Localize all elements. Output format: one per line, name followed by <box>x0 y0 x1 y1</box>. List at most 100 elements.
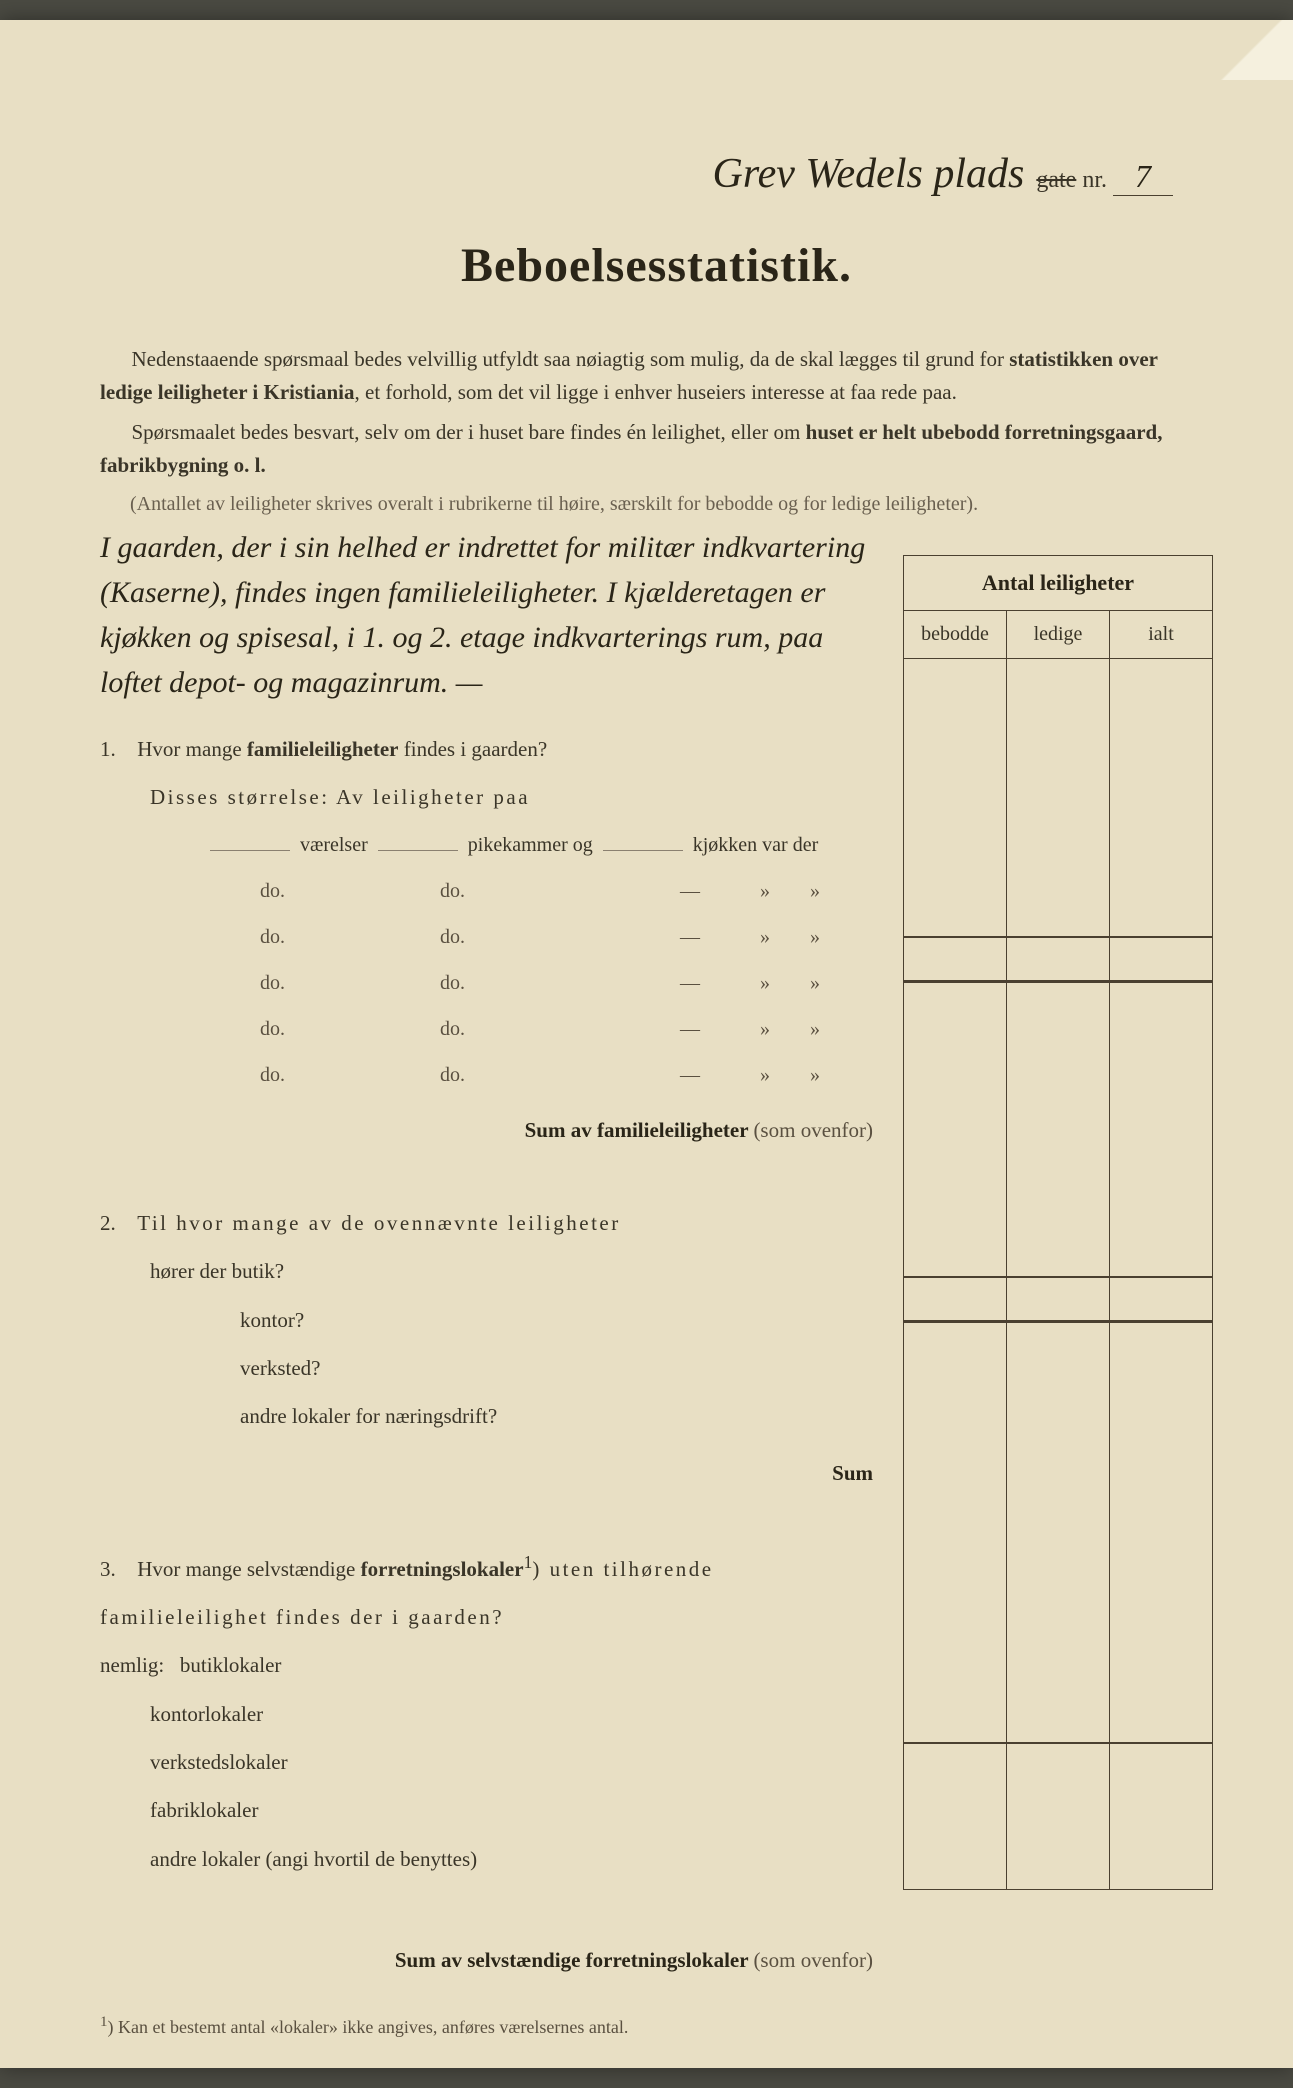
raquo: » <box>790 868 840 914</box>
do-row: do.do.—»» <box>100 868 873 914</box>
dash: — <box>640 1006 740 1052</box>
q3-row: verkstedslokaler <box>100 1738 873 1786</box>
do-row: do.do.—»» <box>100 1052 873 1098</box>
do: do. <box>260 868 440 914</box>
q2-r2: verksted? <box>240 1356 320 1380</box>
raquo: » <box>790 960 840 1006</box>
hrule <box>904 1742 1212 1744</box>
raquo: » <box>740 1006 790 1052</box>
q3-sum: Sum av selvstændige forretningslokaler (… <box>100 1936 873 1984</box>
size-head-row: værelser pikekammer og kjøkken var der <box>100 822 873 868</box>
hrule <box>904 1320 1212 1323</box>
intro-note: (Antallet av leiligheter skrives overalt… <box>100 489 1213 519</box>
dash: — <box>640 868 740 914</box>
hrule <box>904 980 1212 983</box>
q1-sum: Sum av familieleiligheter (som ovenfor) <box>100 1106 873 1154</box>
nr-value: 7 <box>1113 158 1173 196</box>
q2-row: verksted? <box>100 1344 873 1392</box>
table-col-3 <box>1109 659 1212 1889</box>
blank <box>603 850 683 851</box>
address-header: Grev Wedels plads gate nr. 7 <box>100 150 1173 198</box>
q2: 2. Til hvor mange av de ovennævnte leili… <box>100 1199 873 1247</box>
table-title: Antal leiligheter <box>904 556 1212 611</box>
q3-sum-text: Sum av selvstændige forretningslokaler <box>395 1948 748 1972</box>
q3-r1: kontorlokaler <box>150 1702 263 1726</box>
q3-textb: forretningslokaler <box>361 1557 524 1581</box>
do: do. <box>260 914 440 960</box>
q2-row: kontor? <box>100 1296 873 1344</box>
q1-textc: findes i gaarden? <box>399 737 548 761</box>
raquo: » <box>790 914 840 960</box>
q2-num: 2. <box>100 1199 132 1247</box>
q1-textb: familieleiligheter <box>247 737 399 761</box>
raquo: » <box>740 914 790 960</box>
table-col-1 <box>904 659 1006 1889</box>
raquo: » <box>740 868 790 914</box>
dash: — <box>640 914 740 960</box>
q3-r3: fabriklokaler <box>150 1798 258 1822</box>
q2-r3: andre lokaler for næringsdrift? <box>240 1404 497 1428</box>
nr-label: nr. <box>1082 167 1107 193</box>
do-row: do.do.—»» <box>100 960 873 1006</box>
q3-sum-paren: (som ovenfor) <box>753 1948 873 1972</box>
intro-p2: Spørsmaalet bedes besvart, selv om der i… <box>100 416 1213 481</box>
do: do. <box>260 1006 440 1052</box>
dash: — <box>640 1052 740 1098</box>
q2-text: Til hvor mange av de ovennævnte leilighe… <box>137 1211 620 1235</box>
intro-p2a: Spørsmaalet bedes besvart, selv om der i… <box>132 420 806 444</box>
col-ledige: ledige <box>1006 611 1109 658</box>
count-table: Antal leiligheter bebodde ledige ialt <box>903 555 1213 1890</box>
do: do. <box>440 1006 640 1052</box>
q3-r2: verkstedslokaler <box>150 1750 288 1774</box>
hrule <box>904 936 1212 938</box>
do: do. <box>260 1052 440 1098</box>
intro-p1c: , et forhold, som det vil ligge i enhver… <box>355 380 957 404</box>
lbl-pikekammer: pikekammer og <box>468 822 593 868</box>
q1-num: 1. <box>100 725 132 773</box>
raquo: » <box>740 960 790 1006</box>
q3-num: 3. <box>100 1545 132 1593</box>
q3-r0: butiklokaler <box>180 1653 281 1677</box>
q1-sum-paren: (som ovenfor) <box>753 1118 873 1142</box>
raquo: » <box>740 1052 790 1098</box>
q1-sum-text: Sum av familieleiligheter <box>525 1118 749 1142</box>
table-col-2 <box>1006 659 1109 1889</box>
do: do. <box>260 960 440 1006</box>
col-ialt: ialt <box>1109 611 1212 658</box>
q3-nemlig-row: nemlig: butiklokaler <box>100 1641 873 1689</box>
intro-p1a: Nedenstaaende spørsmaal bedes velvillig … <box>132 347 1010 371</box>
q1-size-label-text: Disses størrelse: Av leiligheter paa <box>150 785 530 809</box>
raquo: » <box>790 1052 840 1098</box>
q1-texta: Hvor mange <box>137 737 247 761</box>
do-row: do.do.—»» <box>100 914 873 960</box>
q2-row: hører der butik? <box>100 1247 873 1295</box>
intro-note-text: (Antallet av leiligheter skrives overalt… <box>130 493 978 515</box>
hrule <box>904 1276 1212 1278</box>
do: do. <box>440 914 640 960</box>
street-name: Grev Wedels plads <box>713 151 1025 197</box>
content-area: Antal leiligheter bebodde ledige ialt 1. <box>100 725 1213 2038</box>
footnote: 1) Kan et bestemt antal «lokaler» ikke a… <box>100 2014 1213 2038</box>
dash: — <box>640 960 740 1006</box>
intro-p1: Nedenstaaende spørsmaal bedes velvillig … <box>100 343 1213 408</box>
table-body <box>904 659 1212 1889</box>
page-title: Beboelsesstatistik. <box>100 238 1213 293</box>
col-bebodde: bebodde <box>904 611 1006 658</box>
raquo: » <box>790 1006 840 1052</box>
q3-texta: Hvor mange selvstændige <box>137 1557 360 1581</box>
nemlig: nemlig: <box>100 1653 164 1677</box>
q3: 3. Hvor mange selvstændige forretningslo… <box>100 1542 873 1642</box>
q2-r1: kontor? <box>240 1308 304 1332</box>
do-row: do.do.—»» <box>100 1006 873 1052</box>
q1: 1. Hvor mange familieleiligheter findes … <box>100 725 873 773</box>
lbl-vaerelser: værelser <box>300 822 368 868</box>
q1-size-label: Disses størrelse: Av leiligheter paa <box>100 773 873 821</box>
do: do. <box>440 960 640 1006</box>
q3-row: kontorlokaler <box>100 1690 873 1738</box>
q2-r0: hører der butik? <box>150 1259 284 1283</box>
struck-gate: gate <box>1036 167 1076 193</box>
footnote-text: ) Kan et bestemt antal «lokaler» ikke an… <box>108 2017 629 2037</box>
do: do. <box>440 868 640 914</box>
blank <box>378 850 458 851</box>
lbl-kjokken: kjøkken var der <box>693 822 819 868</box>
